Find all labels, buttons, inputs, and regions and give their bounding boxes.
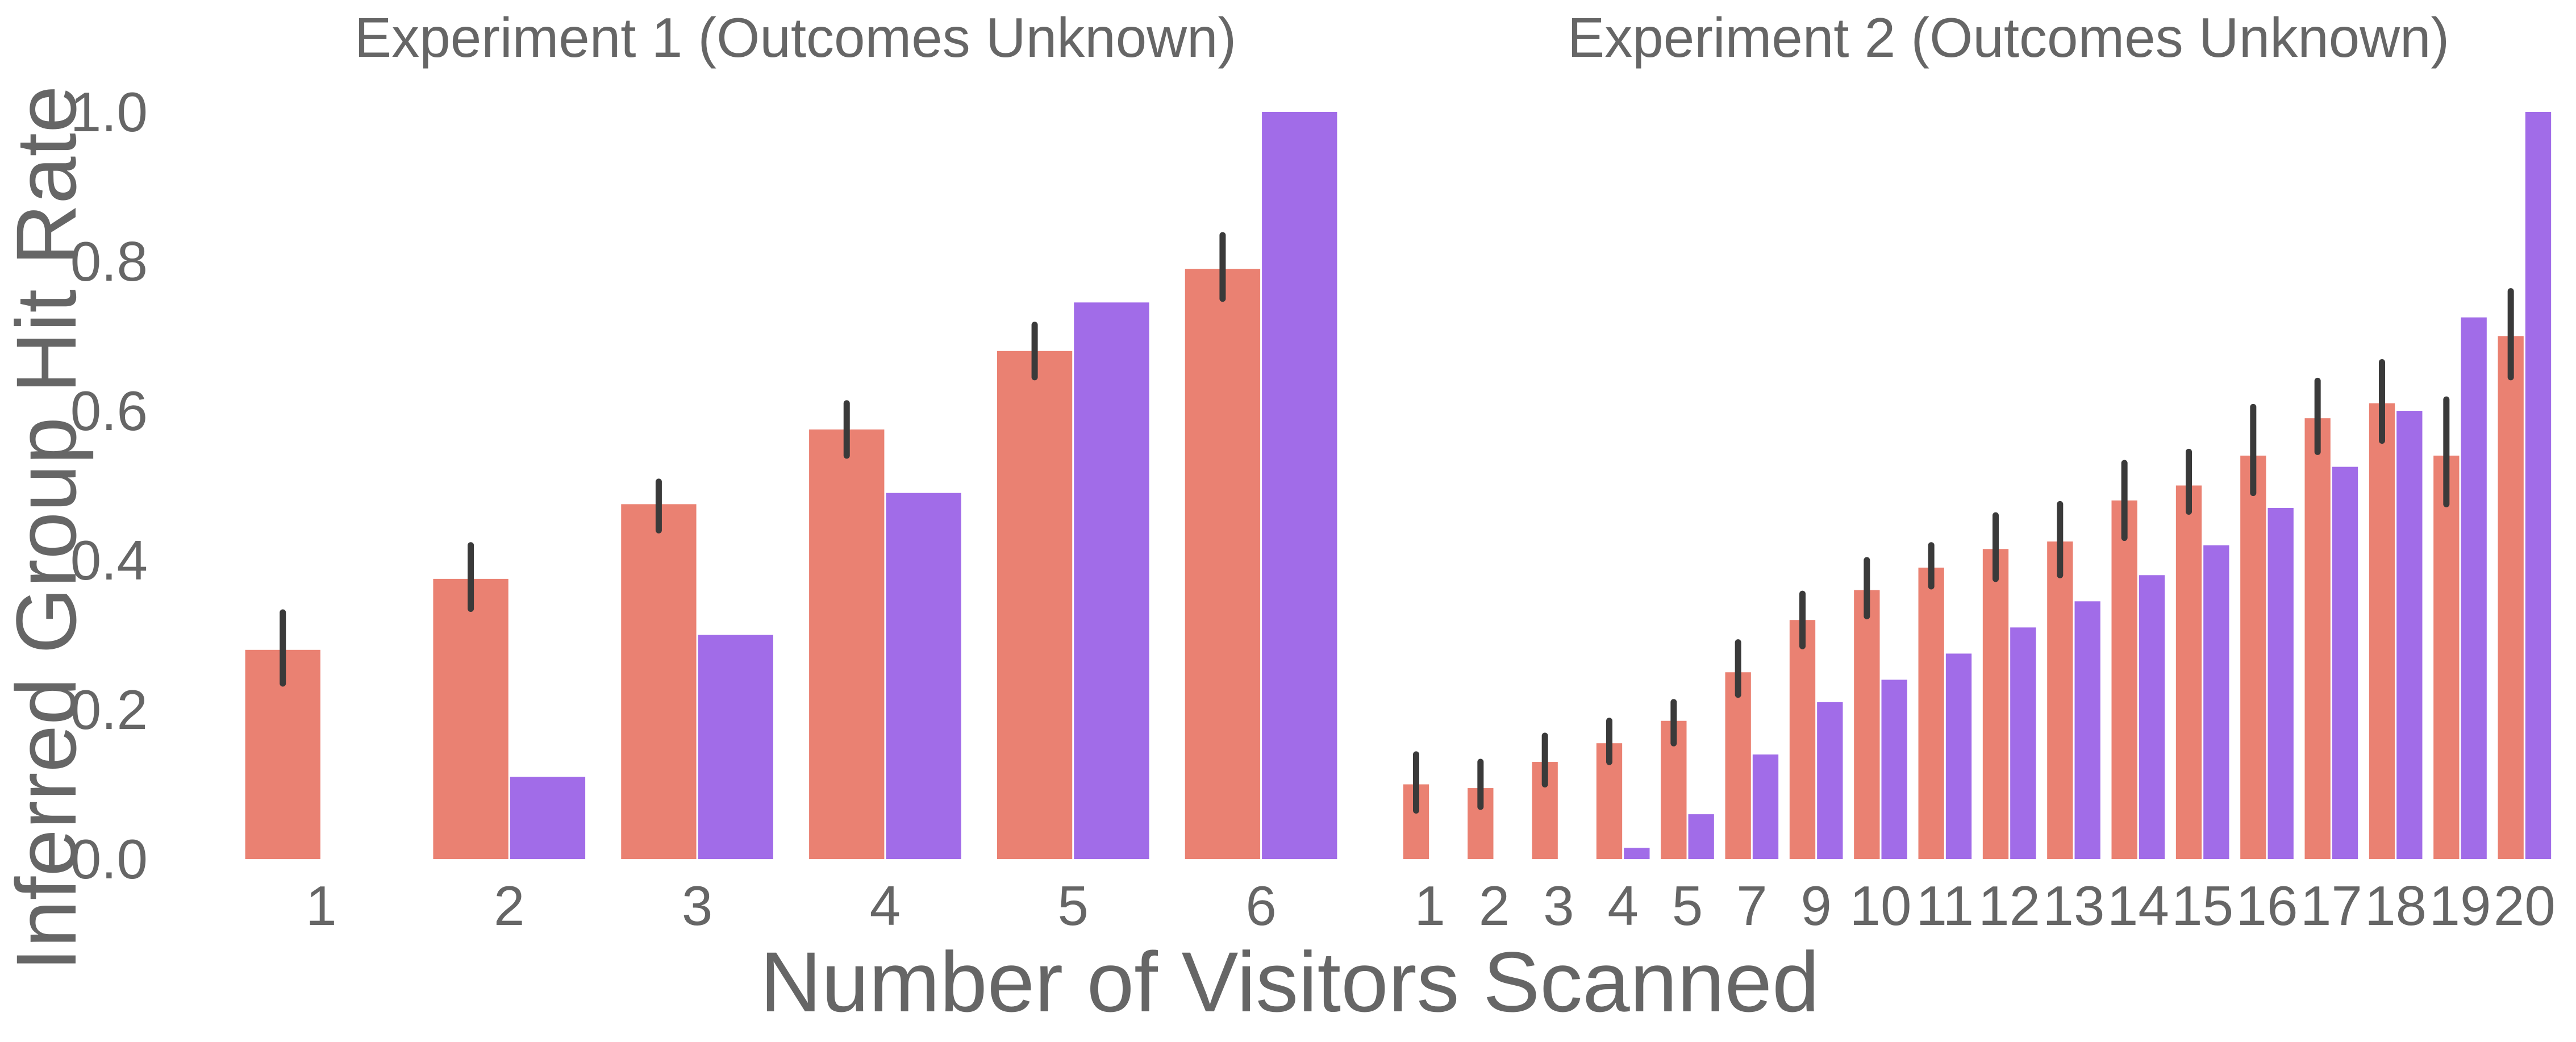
x-tick-label: 11 xyxy=(1916,874,1974,937)
bar-inferred xyxy=(997,351,1073,859)
bar-optimal xyxy=(1752,754,1779,859)
bar-inferred xyxy=(2175,485,2202,859)
bar-inferred xyxy=(2304,418,2331,859)
experiment-1-panel: Experiment 1 (Outcomes Unknown) 0.0 0.2 0.4… xyxy=(70,6,1337,937)
x-tick-label: 4 xyxy=(1607,874,1639,937)
experiment-2-panel: Experiment 2 (Outcomes Unknown)1 2 3 4 5 7 9 10… xyxy=(1403,6,2556,937)
bar-optimal xyxy=(1624,848,1650,859)
bar-inferred xyxy=(1789,620,1816,859)
experiment-1-title: Experiment 1 (Outcomes Unknown) xyxy=(355,6,1236,69)
bar-optimal xyxy=(2074,601,2100,859)
bar-inferred xyxy=(2498,336,2524,859)
bar-optimal xyxy=(2139,575,2165,859)
bar-inferred xyxy=(2369,403,2395,859)
bar-optimal xyxy=(2332,466,2358,859)
x-tick-label: 16 xyxy=(2236,874,2298,937)
x-tick-label: 1 xyxy=(1414,874,1445,937)
bar-optimal xyxy=(1262,112,1337,859)
x-tick-label: 19 xyxy=(2429,874,2491,937)
bar-optimal xyxy=(2267,507,2294,859)
x-tick-label: 3 xyxy=(682,874,713,937)
x-tick-label: 3 xyxy=(1543,874,1574,937)
x-tick-label: 7 xyxy=(1736,874,1768,937)
y-tick-label: 0.2 xyxy=(70,678,148,741)
bar-inferred xyxy=(1918,568,1944,859)
x-tick-label: 2 xyxy=(494,874,525,937)
x-tick-label: 10 xyxy=(1849,874,1911,937)
bar-optimal xyxy=(1881,680,1907,859)
bar-inferred xyxy=(2433,455,2460,859)
x-tick-label: 18 xyxy=(2365,874,2427,937)
bar-inferred xyxy=(1854,590,1880,859)
x-tick-label: 13 xyxy=(2043,874,2104,937)
bar-inferred xyxy=(2240,455,2266,859)
bar-inferred xyxy=(1982,549,2009,859)
bar-inferred xyxy=(2111,500,2137,859)
x-tick-label: 4 xyxy=(870,874,901,937)
x-tick-label: 9 xyxy=(1800,874,1832,937)
bar-optimal xyxy=(1817,702,1843,859)
x-tick-label: 20 xyxy=(2494,874,2556,937)
bar-optimal xyxy=(2396,411,2423,859)
x-tick-label: 14 xyxy=(2107,874,2169,937)
bar-optimal xyxy=(2010,627,2036,859)
y-tick-label: 0.0 xyxy=(70,828,148,890)
experiment-2-title: Experiment 2 (Outcomes Unknown) xyxy=(1568,6,2449,69)
x-tick-label: 5 xyxy=(1057,874,1089,937)
bar-optimal xyxy=(1945,653,1972,859)
bar-optimal xyxy=(1074,302,1149,859)
x-tick-label: 1 xyxy=(306,874,337,937)
x-tick-label: 5 xyxy=(1672,874,1703,937)
bar-inferred xyxy=(621,504,697,859)
x-tick-label: 2 xyxy=(1479,874,1510,937)
bar-optimal xyxy=(2203,545,2229,859)
bar-inferred xyxy=(809,429,885,859)
bar-optimal xyxy=(510,777,586,859)
x-tick-label: 12 xyxy=(1978,874,2040,937)
y-tick-label: 0.4 xyxy=(70,529,148,591)
bar-inferred xyxy=(433,578,508,859)
bar-inferred xyxy=(1725,672,1751,859)
bar-optimal xyxy=(2525,112,2552,859)
bar-inferred xyxy=(2047,541,2073,859)
bar-optimal xyxy=(886,493,961,859)
bar-optimal xyxy=(698,635,773,859)
x-tick-label: 15 xyxy=(2171,874,2233,937)
x-tick-label: 17 xyxy=(2300,874,2362,937)
x-tick-label: 6 xyxy=(1245,874,1277,937)
y-tick-label: 0.8 xyxy=(70,230,148,293)
y-tick-label: 1.0 xyxy=(70,81,148,143)
y-tick-label: 0.6 xyxy=(70,380,148,442)
bar-optimal xyxy=(2461,317,2487,859)
y-axis-label: Inferred Group Hit Rate xyxy=(0,85,94,971)
bar-inferred xyxy=(1185,269,1261,859)
x-axis-label: Number of Visitors Scanned xyxy=(760,934,1820,1030)
bar-optimal xyxy=(1688,814,1714,859)
